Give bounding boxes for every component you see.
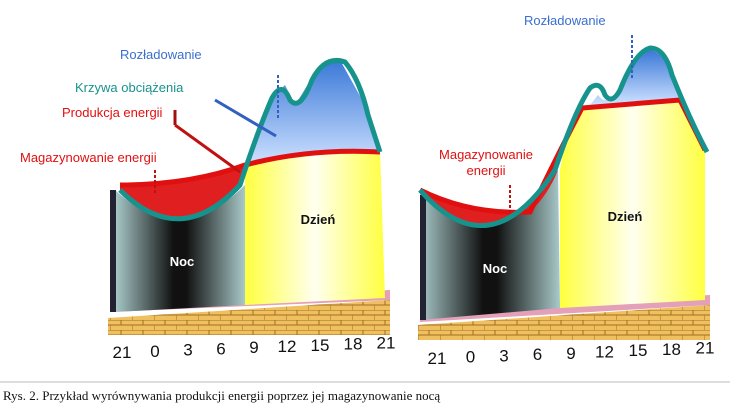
hour-label: 15 — [311, 336, 330, 355]
base — [418, 305, 710, 340]
side — [110, 190, 116, 312]
side — [420, 195, 426, 320]
load-curve — [118, 58, 383, 222]
hour-label: 0 — [466, 348, 475, 367]
day-label: Dzień — [301, 212, 336, 227]
hour-label: 12 — [595, 343, 614, 362]
hour-label: 6 — [216, 339, 225, 358]
night-label: Noc — [483, 261, 508, 276]
hour-label: 15 — [629, 341, 648, 360]
label: energii — [466, 163, 505, 178]
night-label: Noc — [170, 254, 195, 269]
discharge-area — [590, 50, 680, 105]
label: Rozładowanie — [524, 13, 606, 28]
day-area — [245, 149, 385, 305]
hour-label: 21 — [113, 343, 132, 362]
hour-label: 18 — [344, 335, 363, 354]
label: Produkcja energii — [62, 105, 163, 120]
hour-label: 0 — [150, 342, 159, 361]
hour-label: 21 — [377, 333, 396, 352]
discharge-area — [245, 60, 378, 165]
base — [108, 300, 390, 335]
label: Rozładowanie — [120, 47, 202, 62]
hour-labels: 21 0 3 6 9 12 15 18 21 21 0 3 6 9 12 15 18 21 — [113, 333, 715, 368]
day-area — [560, 100, 705, 308]
label: Magazynowanie energii — [20, 150, 157, 165]
hour-label: 9 — [566, 344, 575, 363]
label: Magazynowanie — [439, 147, 533, 162]
label: Krzywa obciążenia — [75, 80, 184, 95]
hour-label: 12 — [278, 337, 297, 356]
load-curve — [418, 45, 710, 229]
caption: Rys. 2. Przykład wyrównywania produkcji … — [3, 388, 440, 403]
leader — [214, 98, 277, 138]
hour-label: 21 — [428, 349, 447, 368]
hour-label: 9 — [249, 338, 258, 357]
day-label: Dzień — [608, 209, 643, 224]
hour-label: 18 — [662, 340, 681, 359]
hour-label: 21 — [696, 339, 715, 358]
leader — [174, 123, 241, 174]
night-area — [420, 170, 560, 320]
right-panel: Rozładowanie Magazynowanie energii Noc D… — [418, 13, 710, 340]
hour-label: 3 — [499, 346, 508, 365]
hour-label: 3 — [183, 341, 192, 360]
hour-label: 6 — [533, 345, 542, 364]
night-area — [115, 185, 245, 312]
left-panel: Rozładowanie Krzywa obciążenia Produkcja… — [20, 47, 390, 335]
